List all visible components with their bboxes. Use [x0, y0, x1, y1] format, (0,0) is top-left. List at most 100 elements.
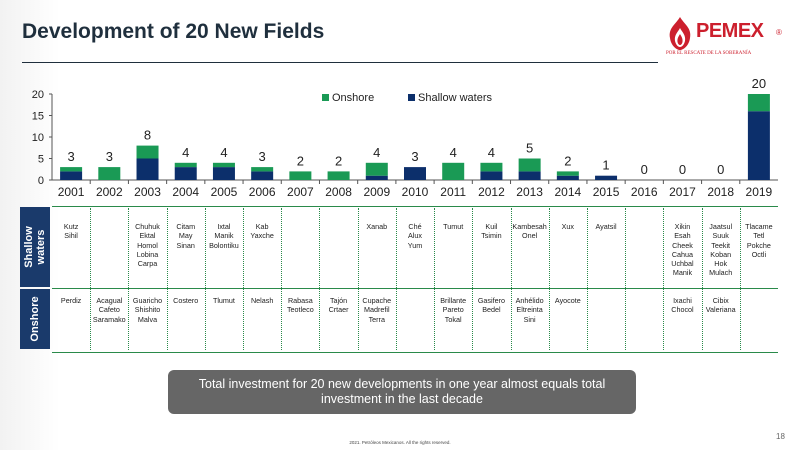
shallow-fields-cell-2006: Kab Yaxche: [250, 222, 274, 241]
bar-onshore-2009: [365, 162, 388, 176]
table-column-separator: [204, 208, 206, 350]
total-label-2011: 4: [450, 145, 457, 160]
x-tick-label: 2017: [669, 185, 696, 199]
onshore-fields-cell-2018: Cibix Valeriana: [705, 296, 736, 315]
onshore-fields-cell-2005: Tlumut: [212, 296, 235, 305]
table-column-separator: [243, 208, 245, 350]
total-label-2002: 3: [106, 149, 113, 164]
total-label-2008: 2: [335, 153, 342, 168]
table-column-separator: [434, 208, 436, 350]
onshore-fields-cell-2011: Brillante Pareto Tokal: [440, 296, 467, 324]
total-label-2001: 3: [67, 149, 74, 164]
table-column-separator: [548, 208, 550, 350]
flame-icon: [669, 17, 691, 50]
shallow-fields-cell-2001: Kutz Sihil: [63, 222, 79, 241]
bar-shallow-2013: [518, 171, 541, 180]
x-tick-label: 2010: [402, 185, 429, 199]
bar-shallow-2006: [251, 171, 274, 180]
table-column-separator: [586, 208, 588, 350]
onshore-fields-cell-2014: Ayocote: [554, 296, 581, 305]
total-label-2004: 4: [182, 145, 189, 160]
shallow-fields-cell-2013: Kambesah Onel: [512, 222, 547, 241]
shallow-fields-cell-2003: Chuhuk Ektal Homol Lobina Carpa: [135, 222, 160, 269]
bar-onshore-2006: [251, 167, 274, 172]
x-tick-label: 2011: [440, 185, 466, 199]
table-column-separator: [90, 208, 92, 350]
title-divider: [22, 62, 658, 63]
logo-wordmark: PEMEX: [696, 20, 764, 42]
total-label-2007: 2: [297, 153, 304, 168]
total-label-2019: 20: [752, 76, 766, 91]
table-row-separator: [52, 352, 778, 353]
bar-shallow-2010: [404, 167, 426, 180]
legend-swatch-shallow: [408, 94, 415, 101]
shallow-fields-cell-2014: Xux: [561, 222, 575, 231]
shallow-fields-cell-2004: Citam May Sinan: [176, 222, 196, 250]
bar-shallow-2015: [595, 175, 618, 180]
bar-chart: 0510152032001320028200342004420053200622…: [32, 76, 778, 199]
shallow-fields-cell-2011: Tumut: [443, 222, 464, 231]
bar-onshore-2001: [60, 167, 83, 172]
bar-onshore-2019: [747, 94, 770, 112]
total-label-2017: 0: [679, 162, 686, 177]
onshore-fields-cell-2002: Acagual Cafeto Saramako: [92, 296, 126, 324]
logo-tagline: POR EL RESCATE DE LA SOBERANÍA: [666, 51, 752, 56]
y-tick-label: 15: [32, 111, 44, 123]
onshore-fields-cell-2007: Rabasa Teotleco: [286, 296, 314, 315]
total-label-2010: 3: [411, 149, 418, 164]
table-column-separator: [472, 208, 474, 350]
bar-onshore-2003: [136, 145, 159, 159]
investment-note: Total investment for 20 new developments…: [168, 370, 636, 414]
bar-onshore-2002: [98, 167, 121, 180]
total-label-2012: 4: [488, 145, 495, 160]
shallow-fields-cell-2005: Ixtal Manik Bolontiku: [209, 222, 239, 250]
bar-shallow-2005: [212, 167, 235, 180]
onshore-fields-cell-2004: Costero: [173, 296, 199, 305]
shallow-fields-cell-2017: Xikin Esah Cheek Cahua Uchbal Manik: [671, 222, 694, 278]
shallow-fields-cell-2015: Ayatsil: [595, 222, 617, 231]
bar-onshore-2011: [442, 162, 465, 180]
y-tick-label: 5: [38, 154, 44, 166]
table-column-separator: [510, 208, 512, 350]
table-row-separator: [52, 206, 778, 207]
onshore-fields-cell-2012: Gasifero Bedel: [477, 296, 505, 315]
legend-label-onshore: Onshore: [332, 92, 374, 104]
bar-onshore-2013: [518, 158, 541, 172]
total-label-2013: 5: [526, 141, 533, 156]
total-label-2015: 1: [602, 158, 609, 173]
total-label-2014: 2: [564, 153, 571, 168]
onshore-fields-cell-2008: Tajón Crtaer: [328, 296, 349, 315]
shallow-fields-cell-2012: Kuil Tsimin: [481, 222, 502, 241]
registered-mark: ®: [776, 28, 782, 37]
legend-label-shallow: Shallow waters: [418, 92, 492, 104]
y-tick-label: 20: [32, 89, 44, 101]
total-label-2009: 4: [373, 145, 380, 160]
table-column-separator: [625, 208, 627, 350]
x-tick-label: 2014: [554, 185, 581, 199]
row-label-shallow-text: Shallow waters: [23, 226, 47, 268]
row-label-onshore: Onshore: [20, 289, 50, 349]
table-column-separator: [395, 208, 397, 350]
table-column-separator: [166, 208, 168, 350]
table-column-separator: [739, 208, 741, 350]
onshore-fields-cell-2003: Guaricho Shishito Malva: [132, 296, 163, 324]
table-row-separator: [52, 288, 778, 289]
shallow-fields-cell-2019: Tlacame Tetl Pokche Octli: [745, 222, 773, 259]
x-tick-label: 2008: [325, 185, 352, 199]
y-tick-label: 10: [32, 132, 44, 144]
x-tick-label: 2019: [746, 185, 773, 199]
bar-onshore-2007: [289, 171, 312, 180]
bar-shallow-2004: [174, 167, 197, 180]
bar-shallow-2019: [747, 111, 770, 180]
x-tick-label: 2015: [593, 185, 620, 199]
bar-onshore-2008: [327, 171, 350, 180]
shallow-fields-cell-2010: Ché Alux Yum: [407, 222, 423, 250]
x-tick-label: 2016: [631, 185, 658, 199]
table-column-separator: [357, 208, 359, 350]
pemex-logo: PEMEX ® POR EL RESCATE DE LA SOBERANÍA: [666, 16, 786, 56]
bar-shallow-2009: [365, 175, 388, 180]
bar-shallow-2012: [480, 171, 503, 180]
table-column-separator: [701, 208, 703, 350]
total-label-2003: 8: [144, 128, 151, 143]
bar-onshore-2014: [556, 171, 579, 176]
